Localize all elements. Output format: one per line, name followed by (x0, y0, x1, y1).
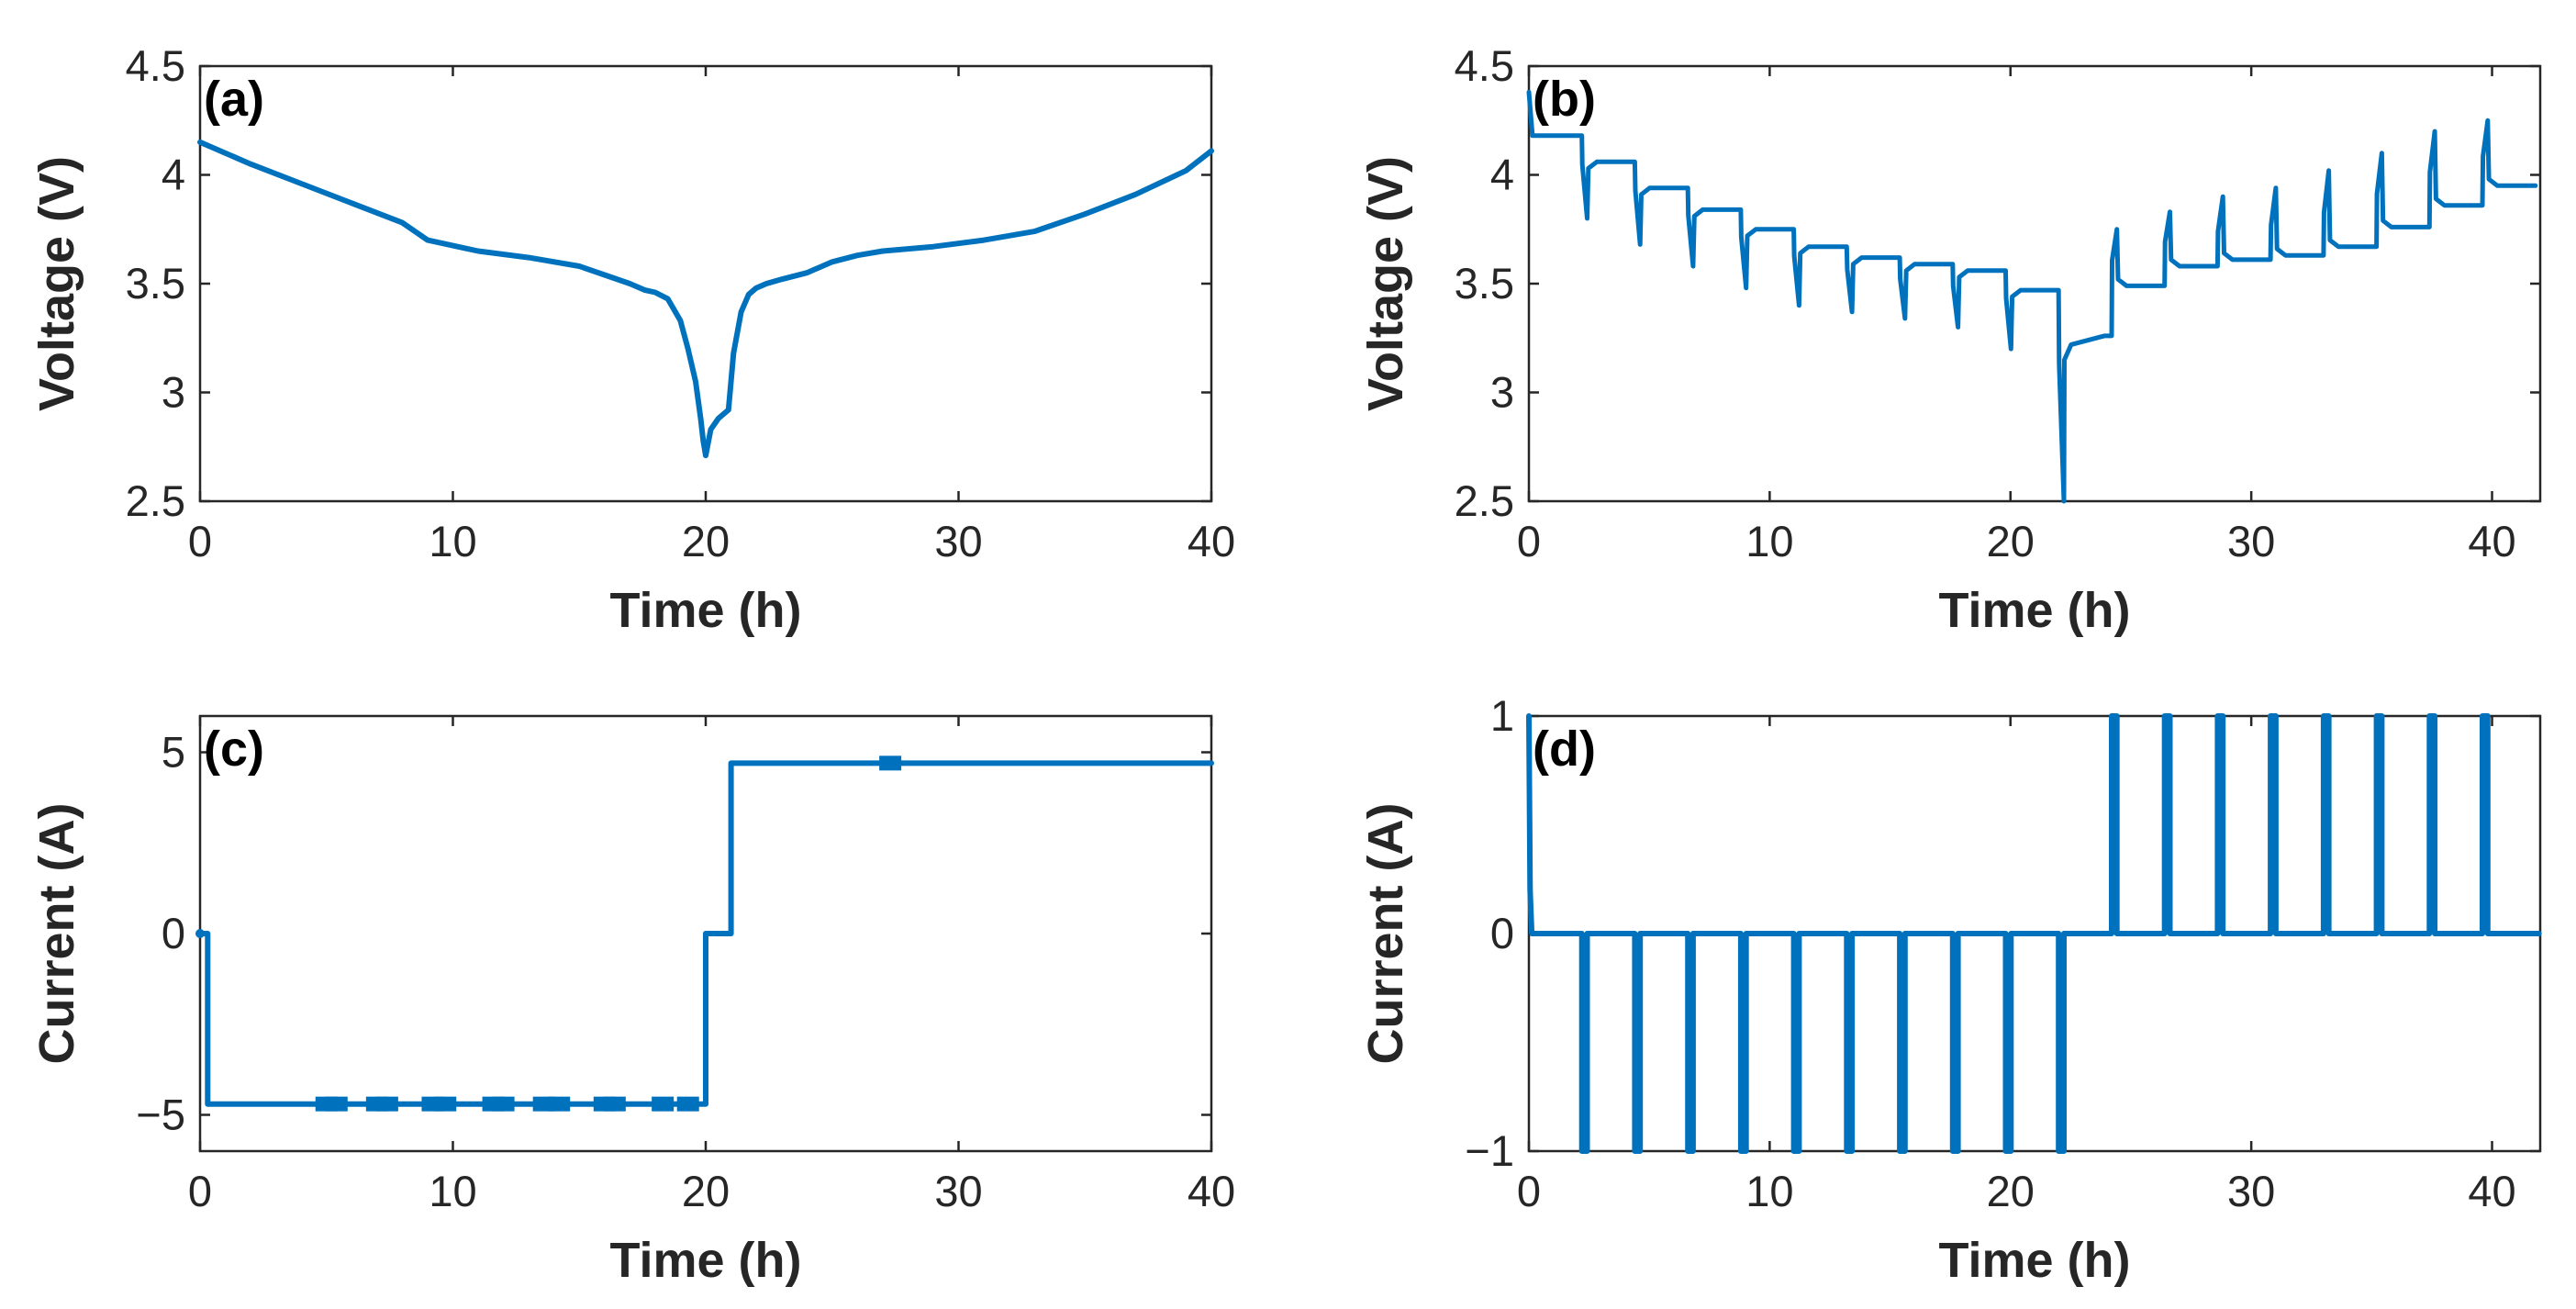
series-line-a (197, 139, 1214, 459)
y-axis-label-d: Current (A) (1358, 803, 1413, 1065)
y-axis-label-c: Current (A) (29, 803, 84, 1065)
panel-label-c: (c) (204, 722, 264, 777)
x-tick-label-a-4: 40 (1188, 517, 1235, 565)
y-tick-label-d-2: 1 (1490, 691, 1514, 740)
panel-label-b: (b) (1533, 72, 1596, 127)
x-tick-label-c-3: 30 (934, 1167, 982, 1215)
x-tick-label-b-3: 30 (2227, 517, 2275, 565)
data-marker-c-3 (375, 1096, 398, 1112)
series-line-b (1526, 89, 2538, 504)
x-tick-label-b-2: 20 (1987, 517, 2035, 565)
x-tick-label-d-3: 30 (2227, 1167, 2275, 1215)
y-tick-label-d-1: 0 (1490, 909, 1514, 957)
x-axis-label-d: Time (h) (1938, 1233, 2130, 1288)
panel-label-d: (d) (1533, 722, 1596, 777)
x-tick-label-a-3: 30 (934, 517, 982, 565)
y-tick-label-c-2: 5 (162, 728, 185, 777)
x-tick-label-d-4: 40 (2468, 1167, 2515, 1215)
x-tick-label-c-2: 20 (682, 1167, 730, 1215)
y-tick-label-a-1: 3 (162, 368, 185, 417)
panel-b: 0 10 20 30 40 2.5 3 3.5 4 4.5 Time (h) Voltage (V) (… (1358, 41, 2542, 638)
x-tick-label-d-2: 20 (1987, 1167, 2035, 1215)
y-tick-label-b-1: 3 (1490, 368, 1514, 417)
x-tick-label-c-0: 0 (188, 1167, 212, 1215)
y-axis-label-a: Voltage (V) (29, 156, 84, 411)
start-point-c (195, 929, 205, 938)
x-tick-label-a-0: 0 (188, 517, 212, 565)
data-marker-c-7 (492, 1096, 515, 1112)
y-tick-label-c-0: −5 (136, 1091, 185, 1139)
panel-label-a: (a) (204, 72, 264, 127)
x-tick-label-d-1: 10 (1745, 1167, 1793, 1215)
x-tick-label-b-0: 0 (1517, 517, 1541, 565)
axes-frame-b (1527, 64, 2542, 503)
x-tick-label-a-1: 10 (429, 517, 476, 565)
x-tick-label-a-2: 20 (682, 517, 730, 565)
series-line-c (197, 760, 1214, 1107)
axes-frame-a (198, 64, 1213, 503)
x-tick-label-b-4: 40 (2468, 517, 2515, 565)
x-axis-label-b: Time (h) (1938, 583, 2130, 638)
x-tick-label-d-0: 0 (1517, 1167, 1541, 1215)
y-tick-label-a-2: 3.5 (126, 259, 185, 308)
y-tick-label-a-4: 4.5 (126, 41, 185, 90)
data-marker-c-1 (325, 1096, 348, 1112)
y-tick-label-b-0: 2.5 (1455, 476, 1514, 525)
y-tick-label-c-1: 0 (162, 909, 185, 957)
x-axis-label-a: Time (h) (609, 583, 801, 638)
y-tick-label-b-3: 4 (1490, 151, 1514, 199)
y-tick-label-a-3: 4 (162, 151, 185, 199)
data-marker-c-12 (652, 1096, 675, 1112)
data-marker-c-5 (434, 1096, 457, 1112)
data-marker-c-13 (676, 1096, 699, 1112)
x-axis-label-c: Time (h) (609, 1233, 801, 1288)
panel-a: 0 10 20 30 40 2.5 3 3.5 4 4.5 Time (h) Voltage (V) (… (29, 41, 1235, 638)
y-tick-label-b-2: 3.5 (1455, 259, 1514, 308)
y-tick-label-d-0: −1 (1465, 1126, 1514, 1175)
data-marker-c-9 (548, 1096, 571, 1112)
x-tick-label-c-1: 10 (429, 1167, 476, 1215)
data-marker-c-11 (603, 1096, 626, 1112)
x-tick-label-c-4: 40 (1188, 1167, 1235, 1215)
series-line-d (1526, 713, 2542, 1154)
y-axis-label-b: Voltage (V) (1358, 156, 1413, 411)
y-tick-label-a-0: 2.5 (126, 476, 185, 525)
x-tick-label-b-1: 10 (1745, 517, 1793, 565)
data-marker-c-14 (879, 755, 902, 771)
y-tick-label-b-4: 4.5 (1455, 41, 1514, 90)
